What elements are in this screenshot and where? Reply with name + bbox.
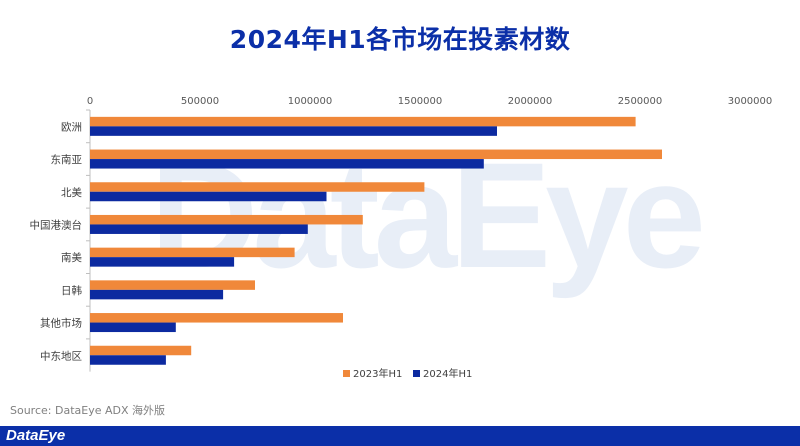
bar-2024 xyxy=(90,126,497,136)
category-label: 日韩 xyxy=(61,284,82,297)
legend-label: 2024年H1 xyxy=(423,367,472,380)
category-label: 中东地区 xyxy=(40,349,82,362)
bar-2023 xyxy=(90,313,343,323)
footer-logo: DataEye xyxy=(6,427,66,444)
x-tick-label: 2000000 xyxy=(508,96,553,107)
x-tick-label: 1500000 xyxy=(398,96,443,107)
x-tick-label: 0 xyxy=(87,96,93,107)
bar-2024 xyxy=(90,355,166,365)
footer-bar: DataEye xyxy=(0,426,800,446)
bar-2024 xyxy=(90,322,176,333)
bar-2023 xyxy=(90,149,662,160)
x-tick-label: 3000000 xyxy=(728,96,773,107)
bar-2023 xyxy=(90,345,192,356)
bar-2024 xyxy=(90,257,235,267)
bar-2023 xyxy=(90,182,425,192)
legend-swatch xyxy=(413,370,420,377)
legend-swatch xyxy=(343,370,350,377)
category-label: 东南亚 xyxy=(51,153,83,166)
legend-label: 2023年H1 xyxy=(353,367,402,380)
bar-2024 xyxy=(90,159,484,169)
chart-title: 2024年H1各市场在投素材数 xyxy=(229,25,571,54)
bar-2023 xyxy=(90,116,636,127)
x-tick-label: 1000000 xyxy=(288,96,333,107)
bar-2024 xyxy=(90,289,224,300)
category-label: 中国港澳台 xyxy=(30,218,83,231)
category-label: 北美 xyxy=(61,186,82,199)
category-label: 欧洲 xyxy=(61,121,82,133)
bar-2023 xyxy=(90,280,255,290)
x-tick-label: 2500000 xyxy=(618,96,663,107)
bar-2024 xyxy=(90,224,308,234)
x-tick-label: 500000 xyxy=(181,96,219,107)
category-label: 南美 xyxy=(61,251,82,264)
bar-2023 xyxy=(90,214,363,225)
bar-2023 xyxy=(90,247,295,258)
category-label: 其他市场 xyxy=(40,317,82,330)
bar-2024 xyxy=(90,191,327,202)
source-note: Source: DataEye ADX 海外版 xyxy=(10,404,165,417)
